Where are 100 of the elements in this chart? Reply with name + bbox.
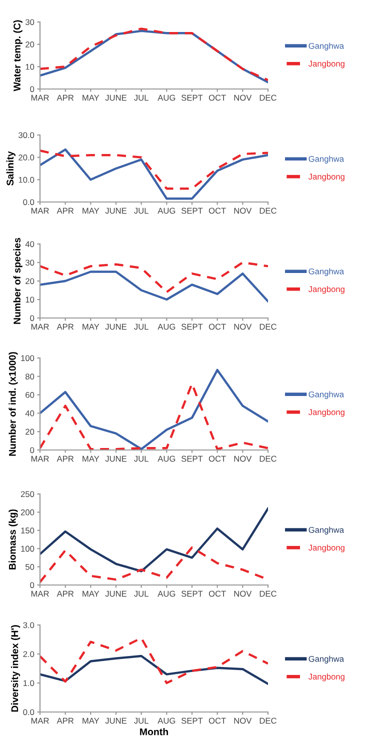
x-tick-label: NOV <box>234 94 252 101</box>
y-tick-label: 10 <box>26 296 34 303</box>
legend-label: Jangbong <box>308 544 344 552</box>
legend-label: Ganghwa <box>308 526 344 534</box>
x-tick-label: AUG <box>158 208 176 214</box>
y-tick-label: 250 <box>20 491 34 498</box>
y-tick-label: 2.0 <box>23 651 34 658</box>
x-tick-label: MAY <box>82 590 100 597</box>
x-tick-label: JUNE <box>105 718 127 724</box>
x-tick-label: JUNE <box>105 208 127 214</box>
y-tick-label: 80 <box>26 374 34 380</box>
x-tick-label: AUG <box>158 456 176 462</box>
x-tick-label: NOV <box>234 324 252 330</box>
y-tick-label: 30 <box>25 260 34 266</box>
x-tick-label: DEC <box>260 718 276 724</box>
y-tick-label: 100 <box>21 355 34 362</box>
x-tick-label: MAR <box>31 208 49 214</box>
x-tick-label: MAR <box>31 94 49 101</box>
y-tick-label: 3.0 <box>23 622 34 628</box>
x-tick-label: JUL <box>134 456 148 462</box>
legend-label: Jangbong <box>308 60 344 68</box>
x-tick-label: JUL <box>134 208 148 214</box>
x-tick-label: MAY <box>82 94 100 101</box>
y-tick-label: 200 <box>20 509 34 516</box>
x-tick-label: DEC <box>260 94 276 101</box>
line-series <box>40 507 268 572</box>
x-tick-label: APR <box>56 590 74 597</box>
legend-label: Jangbong <box>308 409 344 417</box>
x-tick-label: MAR <box>31 718 49 724</box>
y-tick-label: 20 <box>26 42 34 48</box>
y-tick-label: 10 <box>26 64 34 70</box>
text: Ganghwa <box>308 656 344 664</box>
x-tick-label: DEC <box>260 590 276 597</box>
line-series <box>40 636 268 684</box>
x-tick-label: MAR <box>31 590 49 597</box>
x-tick-label: APR <box>56 718 74 724</box>
x-tick-label: SEPT <box>181 324 203 330</box>
y-tick-label: 40 <box>25 241 34 248</box>
x-tick-label: NOV <box>234 718 252 724</box>
x-tick-label: APR <box>56 456 74 462</box>
y-tick-label: 0.0 <box>23 709 34 716</box>
y-axis-title: Number of species <box>13 238 22 324</box>
x-axis-title: Month <box>140 728 168 736</box>
x-tick-label: JUL <box>134 324 148 330</box>
x-tick-label: JUNE <box>105 94 127 101</box>
x-tick-label: SEPT <box>181 208 203 214</box>
line-series <box>40 148 268 200</box>
y-tick-label: 20 <box>26 278 34 284</box>
x-tick-label: NOV <box>234 208 252 214</box>
x-tick-label: SEPT <box>181 456 203 462</box>
y-tick-label: 0 <box>30 447 34 454</box>
x-tick-label: AUG <box>158 324 176 330</box>
y-axis-title: Salinity <box>6 151 16 186</box>
y-tick-label: 30 <box>25 19 34 26</box>
y-axis-title: Biomass (kg) <box>8 509 18 570</box>
y-axis-title: Number of ind. (x1000) <box>8 352 18 456</box>
legend-label: Ganghwa <box>308 42 344 50</box>
x-tick-label: JUNE <box>105 324 127 330</box>
y-tick-label: 0 <box>30 315 34 322</box>
legend-label: Jangbong <box>308 174 344 182</box>
x-tick-label: JUL <box>134 94 148 101</box>
y-axis-title: Diversity index (H') <box>11 625 20 712</box>
legend-label: Jangbong <box>308 674 344 682</box>
y-tick-label: 100 <box>21 546 34 552</box>
x-tick-label: APR <box>56 208 74 214</box>
x-tick-label: AUG <box>158 718 176 724</box>
x-tick-label: SEPT <box>181 590 203 597</box>
x-tick-label: OCT <box>208 324 226 330</box>
y-tick-label: 20 <box>26 428 34 435</box>
x-tick-label: JUL <box>134 590 148 597</box>
line-series <box>40 270 268 302</box>
y-tick-label: 150 <box>21 528 34 534</box>
y-tick-label: 50 <box>26 564 34 570</box>
x-tick-label: SEPT <box>181 94 203 101</box>
x-tick-label: JUNE <box>105 456 127 462</box>
x-tick-label: MAR <box>31 324 49 330</box>
y-tick-label: 0.0 <box>23 199 34 206</box>
text: Ganghwa <box>308 268 344 276</box>
y-tick-label: 30.0 <box>18 132 34 138</box>
x-tick-label: NOV <box>234 590 252 597</box>
x-tick-label: OCT <box>208 94 226 101</box>
x-tick-label: APR <box>56 324 74 330</box>
x-tick-label: APR <box>56 94 74 101</box>
text: Ganghwa <box>308 156 344 164</box>
x-tick-label: MAY <box>82 456 100 462</box>
x-tick-label: AUG <box>158 590 176 597</box>
y-axis-title: Water temp. (C) <box>13 20 22 92</box>
x-tick-label: OCT <box>208 208 226 214</box>
line-series <box>40 654 268 685</box>
x-tick-label: DEC <box>260 456 276 462</box>
legend-label: Jangbong <box>308 286 344 294</box>
x-tick-label: SEPT <box>181 718 203 724</box>
y-tick-label: 0 <box>30 86 34 92</box>
x-tick-label: OCT <box>208 718 226 724</box>
x-tick-label: OCT <box>208 456 226 462</box>
x-tick-label: DEC <box>260 208 276 214</box>
y-tick-label: 20.0 <box>18 154 34 160</box>
y-tick-label: 1.0 <box>23 680 34 686</box>
x-tick-label: NOV <box>234 456 252 462</box>
y-tick-label: 40 <box>25 410 34 416</box>
